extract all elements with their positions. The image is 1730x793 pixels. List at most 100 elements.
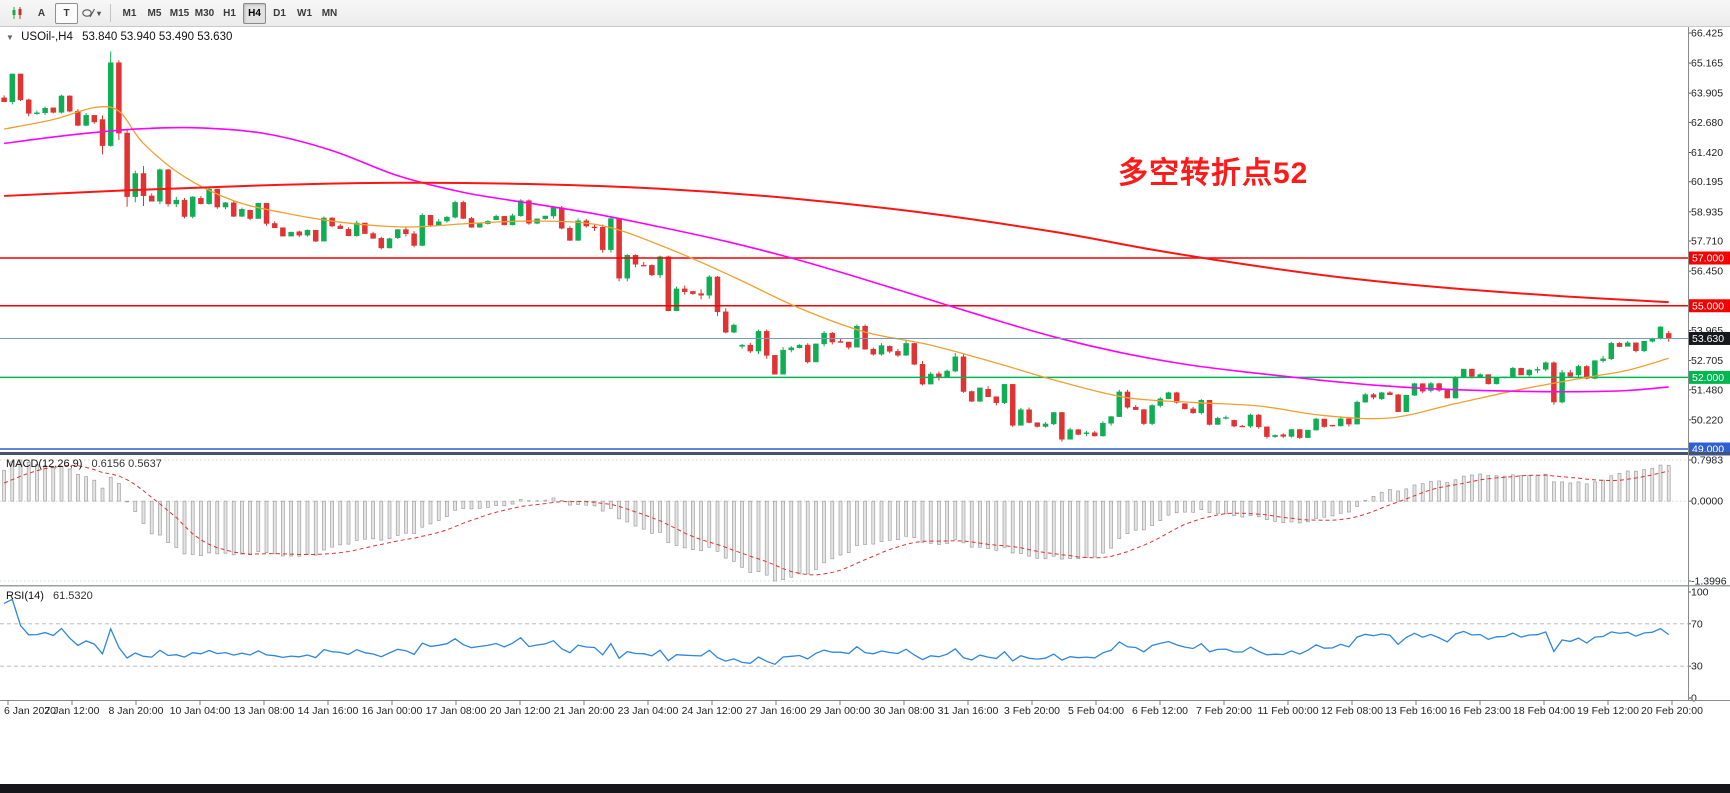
chart-icon-glyph	[12, 7, 21, 19]
tf-button-m1[interactable]: M1	[122, 7, 137, 19]
time-axis-label: 17 Jan 08:00	[426, 705, 487, 717]
tf-button-h1[interactable]: H1	[223, 7, 236, 19]
time-axis-label: 13 Jan 08:00	[234, 705, 295, 717]
panel-divider-main-macd[interactable]	[0, 452, 1730, 455]
price-axis-label: 65.165	[1691, 58, 1723, 70]
time-axis-label: 6 Jan 2020	[4, 705, 56, 717]
macd-histogram	[2, 459, 1671, 582]
time-axis-label: 30 Jan 08:00	[874, 705, 935, 717]
time-axis-label: 24 Jan 12:00	[682, 705, 743, 717]
price-axis-label: 50.220	[1691, 414, 1723, 426]
macd-name: MACD(12,26,9)	[6, 458, 83, 470]
macd-values: 0.6156 0.5637	[91, 458, 162, 470]
price-axis-label: 62.680	[1691, 117, 1723, 129]
svg-text:57.000: 57.000	[1692, 253, 1724, 265]
one-click-dropdown-icon[interactable]: ▼	[6, 33, 14, 42]
horizontal-lines[interactable]	[0, 257, 1688, 450]
tf-button-w1[interactable]: W1	[297, 7, 312, 19]
time-axis-label: 3 Feb 20:00	[1004, 705, 1060, 717]
main-price-panel	[0, 51, 1688, 450]
time-axis-label: 18 Feb 04:00	[1513, 705, 1575, 717]
rsi-axis-label: 0	[1691, 693, 1697, 705]
ohlc-values: 53.840 53.940 53.490 53.630	[82, 31, 233, 43]
time-axis-label: 12 Feb 08:00	[1321, 705, 1383, 717]
time-axis-label: 5 Feb 04:00	[1068, 705, 1124, 717]
taskbar-strip	[0, 784, 1730, 793]
price-axis-label: 56.450	[1691, 266, 1723, 278]
time-axis-label: 20 Jan 12:00	[490, 705, 551, 717]
time-axis-label: 7 Feb 20:00	[1196, 705, 1252, 717]
rsi-value: 61.5320	[52, 590, 93, 602]
price-axis-label: 60.195	[1691, 176, 1723, 188]
ma-fast-line	[3, 105, 1669, 420]
rsi-line	[3, 598, 1670, 666]
time-axis-label: 29 Jan 00:00	[810, 705, 871, 717]
chart-icon[interactable]	[5, 3, 28, 24]
price-tag-53.630: 53.630	[1688, 331, 1730, 345]
time-axis-label: 19 Feb 12:00	[1577, 705, 1639, 717]
time-axis-label: 16 Jan 00:00	[362, 705, 423, 717]
time-axis-label: 7 Jan 12:00	[45, 705, 100, 717]
price-axis-label: 63.905	[1691, 88, 1723, 100]
tf-button-m30[interactable]: M30	[194, 7, 215, 19]
time-axis-label: 20 Feb 20:00	[1641, 705, 1703, 717]
symbol-period-label: USOil-,H4	[21, 31, 73, 43]
tf-button-mn[interactable]: MN	[321, 7, 338, 19]
time-axis-label: 11 Feb 00:00	[1257, 705, 1318, 717]
tf-button-d1[interactable]: D1	[273, 7, 286, 19]
rsi-panel: 100 70 30 0	[0, 587, 1709, 705]
time-axis-label: 8 Jan 20:00	[109, 705, 164, 717]
macd-axis-label: 0.0000	[1691, 496, 1723, 508]
price-axis-label: 61.420	[1691, 147, 1723, 159]
draw-tools-icon[interactable]: ▾	[80, 3, 103, 24]
panel-divider-macd-rsi[interactable]	[0, 585, 1730, 587]
toolbar: A T ▾ M1 M5 M15 M30 H1 H4 D1 W1 MN	[0, 0, 1730, 27]
time-axis-label: 10 Jan 04:00	[170, 705, 231, 717]
timeframe-button-group: M1 M5 M15 M30 H1 H4 D1 W1 MN	[117, 2, 342, 24]
time-axis-label: 13 Feb 16:00	[1385, 705, 1447, 717]
macd-panel: 0.7983 0.0000 -1.3996	[0, 455, 1727, 588]
chart-text-annotation[interactable]: 多空转折点52	[1118, 157, 1309, 190]
macd-axis-label: -1.3996	[1691, 576, 1727, 588]
svg-text:55.000: 55.000	[1692, 300, 1724, 312]
macd-indicator-label: MACD(12,26,9) 0.6156 0.5637	[6, 458, 162, 470]
price-axis[interactable]: 66.425 65.165 63.905 62.680 61.420 60.195 58.9…	[1688, 28, 1730, 456]
svg-text:53.630: 53.630	[1692, 333, 1724, 345]
ma-slow-line	[4, 181, 1669, 304]
text-tool-icon[interactable]: T	[55, 2, 78, 24]
rsi-indicator-label: RSI(14) 61.5320	[6, 590, 93, 602]
candlestick-series	[1, 51, 1672, 442]
rsi-axis-label: 30	[1691, 661, 1703, 673]
time-axis-label: 6 Feb 12:00	[1132, 705, 1188, 717]
annotation-a-icon[interactable]: A	[37, 7, 46, 19]
toolbar-separator	[110, 4, 111, 22]
draw-tools-glyph	[82, 8, 95, 18]
time-axis-label: 21 Jan 20:00	[554, 705, 615, 717]
rsi-axis-label: 100	[1691, 587, 1709, 599]
price-axis-label: 58.935	[1691, 206, 1723, 218]
price-axis-label: 57.710	[1691, 236, 1723, 248]
price-tag-52.000: 52.000	[1688, 370, 1730, 384]
ma-medium-line	[3, 126, 1669, 393]
price-tag-57.000: 57.000	[1688, 251, 1730, 265]
macd-axis-label: 0.7983	[1691, 455, 1723, 467]
price-axis-label: 66.425	[1691, 28, 1723, 40]
tf-button-h4[interactable]: H4	[243, 2, 266, 24]
price-axis-label: 51.480	[1691, 384, 1723, 396]
time-axis-label: 23 Jan 04:00	[618, 705, 679, 717]
chart-title: ▼ USOil-,H4 53.840 53.940 53.490 53.630	[6, 31, 232, 43]
time-axis-label: 27 Jan 16:00	[746, 705, 807, 717]
rsi-axis-label: 70	[1691, 618, 1703, 630]
macd-signal-line	[3, 464, 1669, 576]
chevron-down-icon: ▾	[96, 8, 101, 18]
rsi-name: RSI(14)	[6, 590, 44, 602]
price-tag-55.000: 55.000	[1688, 299, 1730, 313]
tf-button-m15[interactable]: M15	[169, 7, 190, 19]
tf-button-m5[interactable]: M5	[147, 7, 162, 19]
price-axis-label: 52.705	[1691, 355, 1723, 367]
time-axis-label: 14 Jan 16:00	[298, 705, 359, 717]
svg-text:52.000: 52.000	[1692, 372, 1724, 384]
